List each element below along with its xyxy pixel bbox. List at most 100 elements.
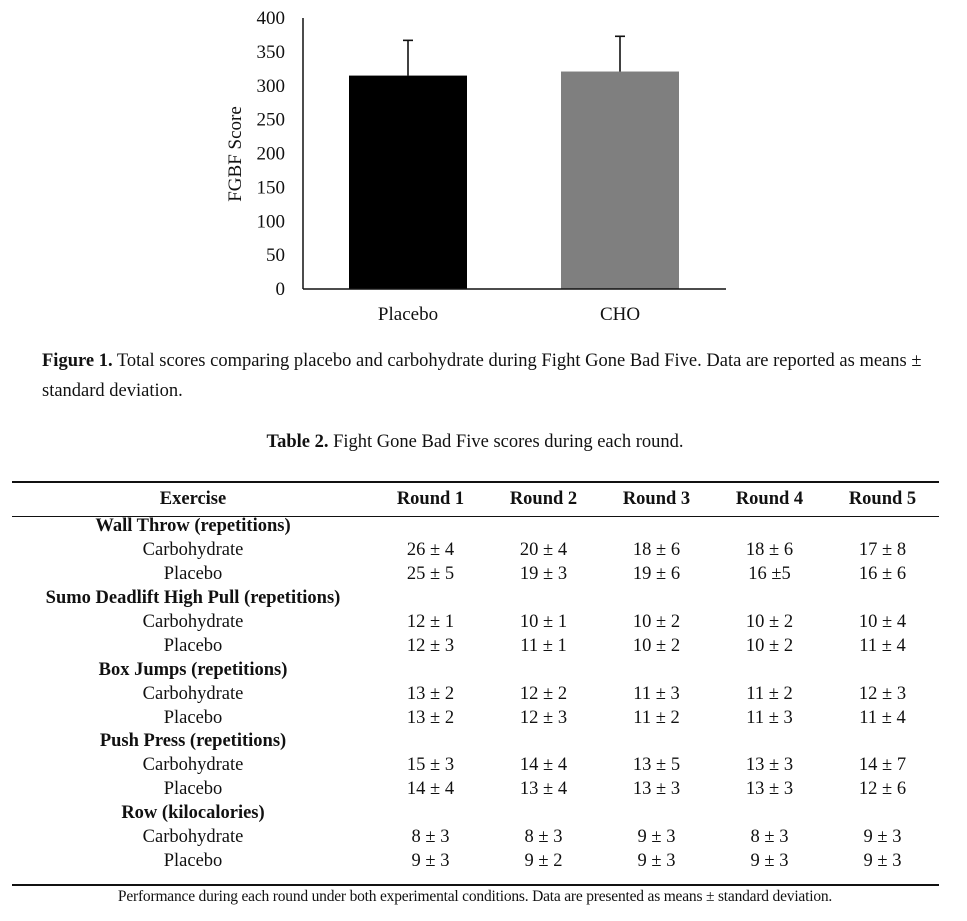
group-row: Box Jumps (repetitions) [12, 658, 939, 682]
empty-cell [487, 658, 600, 682]
table-row: Placebo 9 ± 3 9 ± 2 9 ± 3 9 ± 3 9 ± 3 [12, 849, 939, 873]
empty-cell [713, 658, 826, 682]
score-cell: 11 ± 4 [859, 635, 906, 656]
table-row: Carbohydrate 15 ± 3 14 ± 4 13 ± 5 13 ± 3 14 ±… [12, 754, 939, 778]
score-cell: 11 ± 4 [859, 707, 906, 728]
score-cell: 15 ± 3 [406, 755, 455, 776]
empty-cell [713, 802, 826, 826]
table-row: Placebo 25 ± 5 19 ± 3 19 ± 6 16 ±5 16 ± 6 [12, 563, 939, 587]
table-row: Placebo 13 ± 2 12 ± 3 11 ± 2 11 ± 3 11 ± 4 [12, 706, 939, 730]
score-cell: 10 ± 2 [632, 612, 681, 632]
header-exercise: Exercise [159, 489, 227, 509]
empty-cell [374, 730, 487, 754]
y-tick-label: 400 [257, 8, 286, 29]
table-row: Carbohydrate 8 ± 3 8 ± 3 9 ± 3 8 ± 3 9 ± 3 [12, 826, 939, 850]
empty-cell [374, 515, 487, 539]
table-label: Table 2. [266, 432, 329, 452]
table-footnote: Performance during each round under both… [117, 888, 833, 905]
score-cell: 10 ± 1 [519, 612, 568, 632]
score-cell: 13 ± 2 [406, 707, 455, 728]
y-tick-label: 350 [257, 42, 286, 63]
group-label: Wall Throw (repetitions) [95, 516, 291, 537]
figure-label: Figure 1. [42, 351, 113, 371]
x-tick-label: CHO [600, 304, 640, 325]
score-cell: 17 ± 8 [858, 540, 907, 561]
score-cell: 18 ± 6 [745, 540, 794, 561]
empty-cell [713, 730, 826, 754]
bar-chart: 0 50 100 150 200 250 300 350 400 FGBF Score Plac… [225, 8, 726, 325]
condition-label: Placebo [163, 850, 223, 871]
score-cell: 14 ± 4 [519, 755, 568, 776]
group-label: Box Jumps (repetitions) [98, 659, 288, 680]
table-header-rule [12, 516, 939, 517]
score-cell: 8 ± 3 [750, 827, 789, 848]
empty-cell [487, 730, 600, 754]
header-round-1: Round 1 [396, 489, 465, 509]
table-title: Table 2. Fight Gone Bad Five scores duri… [0, 432, 950, 453]
condition-label: Carbohydrate [142, 612, 244, 632]
table-row: Placebo 12 ± 3 11 ± 1 10 ± 2 10 ± 2 11 ± 4 [12, 634, 939, 658]
y-tick-label: 200 [257, 144, 286, 165]
score-cell: 20 ± 4 [519, 540, 568, 561]
score-cell: 19 ± 3 [519, 564, 568, 585]
score-cell: 12 ± 2 [519, 683, 568, 704]
empty-cell [713, 515, 826, 539]
score-cell: 10 ± 2 [632, 635, 681, 656]
score-cell: 26 ± 4 [406, 540, 455, 561]
score-cell: 25 ± 5 [406, 564, 455, 585]
y-tick-label: 100 [257, 211, 286, 232]
score-cell: 9 ± 2 [524, 850, 563, 871]
condition-label: Carbohydrate [142, 683, 244, 704]
condition-label: Placebo [163, 779, 223, 800]
empty-cell [600, 730, 713, 754]
header-round-2: Round 2 [509, 489, 578, 509]
score-cell: 8 ± 3 [411, 827, 450, 848]
y-axis-label: FGBF Score [225, 106, 246, 202]
group-label: Push Press (repetitions) [99, 731, 287, 752]
empty-cell [487, 802, 600, 826]
score-cell: 11 ± 2 [633, 707, 680, 728]
empty-cell [826, 587, 939, 611]
empty-cell [713, 587, 826, 611]
score-cell: 12 ± 3 [519, 707, 568, 728]
header-round-5: Round 5 [848, 489, 917, 509]
score-cell: 9 ± 3 [637, 850, 676, 871]
empty-cell [826, 802, 939, 826]
score-cell: 11 ± 2 [746, 683, 793, 704]
empty-cell [487, 515, 600, 539]
score-cell: 10 ± 4 [858, 612, 907, 632]
score-cell: 9 ± 3 [863, 850, 902, 871]
score-cell: 12 ± 1 [406, 612, 455, 632]
score-cell: 9 ± 3 [750, 850, 789, 871]
table-title-text: Fight Gone Bad Five scores during each r… [333, 432, 684, 452]
y-tick-label: 0 [276, 279, 286, 300]
bar [561, 71, 679, 290]
score-cell: 11 ± 3 [746, 707, 793, 728]
condition-label: Placebo [163, 564, 223, 585]
group-label: Row (kilocalories) [121, 803, 265, 824]
score-cell: 11 ± 3 [633, 683, 680, 704]
score-cell: 13 ± 4 [519, 779, 568, 800]
empty-cell [374, 658, 487, 682]
score-cell: 8 ± 3 [524, 827, 563, 848]
score-cell: 12 ± 3 [858, 683, 907, 704]
score-cell: 13 ± 5 [632, 755, 681, 776]
table-row: Carbohydrate 12 ± 1 10 ± 1 10 ± 2 10 ± 2 10 ±… [12, 611, 939, 635]
table-row: Carbohydrate 26 ± 4 20 ± 4 18 ± 6 18 ± 6 17 ±… [12, 539, 939, 563]
table-top-rule [12, 481, 939, 483]
condition-label: Carbohydrate [142, 827, 244, 848]
x-tick-label: Placebo [378, 304, 438, 325]
score-cell: 13 ± 3 [745, 779, 794, 800]
empty-cell [600, 587, 713, 611]
group-row: Push Press (repetitions) [12, 730, 939, 754]
score-cell: 14 ± 4 [406, 779, 455, 800]
score-cell: 13 ± 3 [632, 779, 681, 800]
empty-cell [826, 515, 939, 539]
score-cell: 10 ± 2 [745, 635, 794, 656]
score-cell: 18 ± 6 [632, 540, 681, 561]
score-cell: 12 ± 3 [406, 635, 455, 656]
score-cell: 19 ± 6 [632, 564, 681, 585]
empty-cell [600, 515, 713, 539]
group-label: Sumo Deadlift High Pull (repetitions) [45, 588, 341, 609]
scores-table: Exercise Round 1 Round 2 Round 3 Round 4… [12, 484, 939, 873]
